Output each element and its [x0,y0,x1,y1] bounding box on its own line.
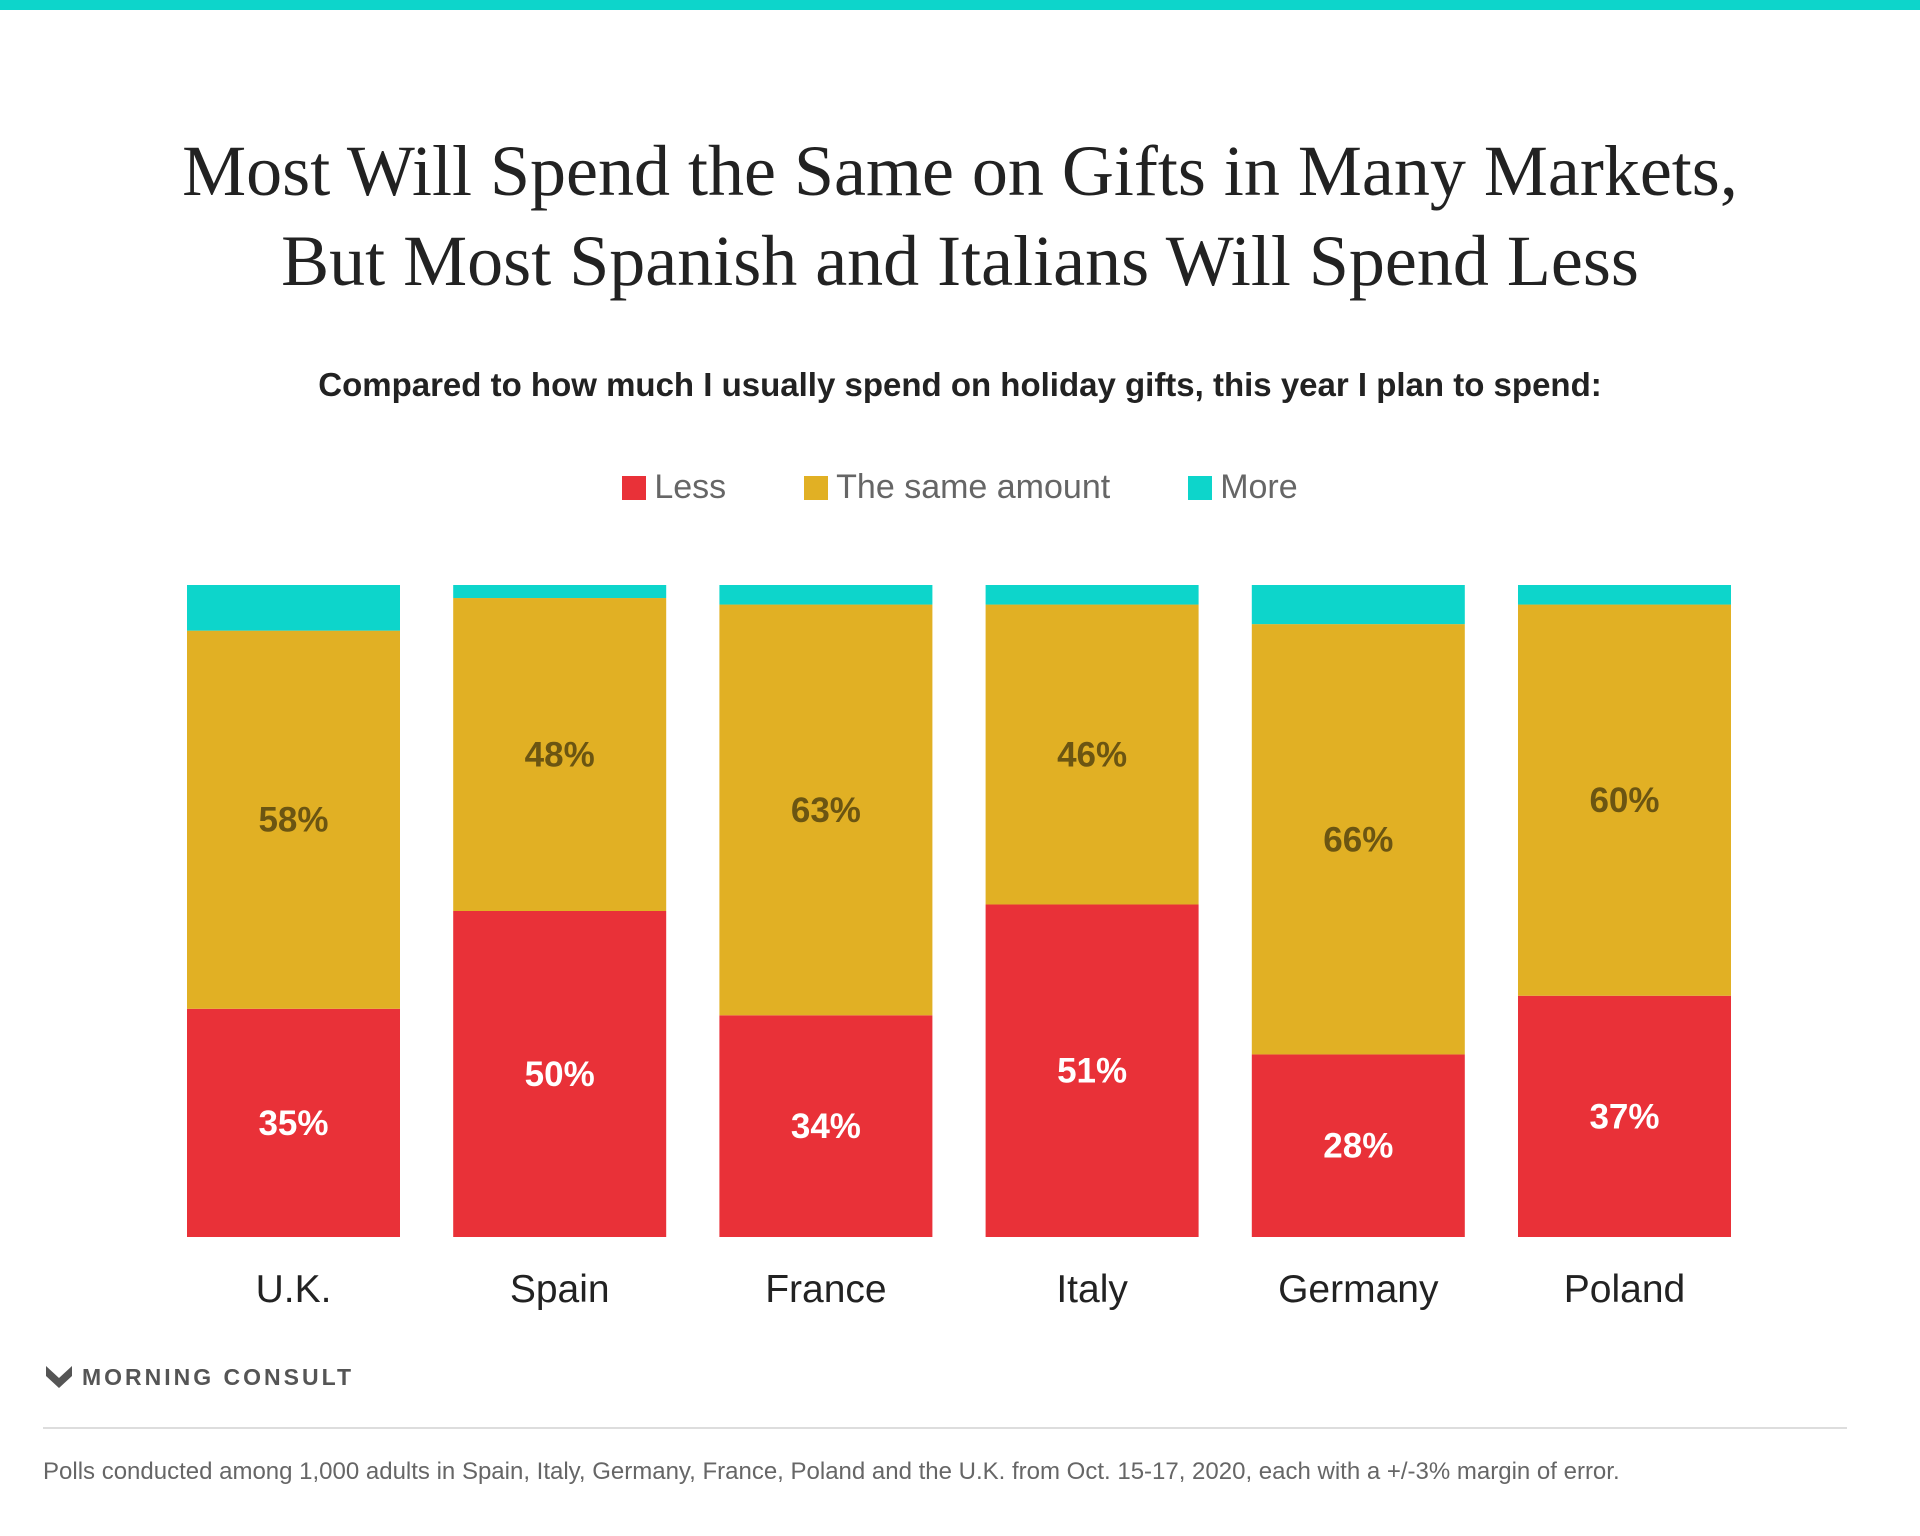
category-label: Germany [1278,1268,1439,1311]
title-line-2: But Most Spanish and Italians Will Spend… [281,221,1639,301]
legend-swatch [1188,475,1213,500]
data-label: 60% [1589,781,1659,820]
chart-subtitle: Compared to how much I usually spend on … [318,366,1602,403]
data-label: 58% [258,801,328,840]
category-label: Spain [510,1268,610,1311]
data-label: 35% [258,1104,328,1143]
bar-segment-the-same-amount [187,630,400,1009]
chart-title: Most Will Spend the Same on Gifts in Man… [0,126,1920,306]
data-label: 37% [1589,1097,1659,1136]
bar-segment-the-same-amount [1518,604,1731,996]
bar-segment-more [187,585,400,631]
bar-segment-the-same-amount [453,598,667,911]
data-label: 48% [525,736,595,775]
data-label: 66% [1323,820,1393,859]
data-label: 28% [1323,1127,1393,1166]
bar-segment-less [985,904,1199,1237]
category-label: U.K. [256,1268,332,1311]
bar-segment-more [1518,585,1731,605]
legend-item-less: Less [622,468,726,507]
brand-logo: MORNING CONSULT [46,1364,354,1391]
data-label: 51% [1057,1052,1127,1091]
bar-segment-less [187,1008,400,1237]
legend-label: The same amount [836,468,1111,506]
footnote: Polls conducted among 1,000 adults in Sp… [43,1458,1620,1485]
title-line-1: Most Will Spend the Same on Gifts in Man… [182,131,1738,211]
bar-segment-less [1518,995,1731,1237]
bar-segment-the-same-amount [985,604,1199,905]
brand-name: MORNING CONSULT [82,1364,355,1390]
bar-segment-the-same-amount [719,604,933,1016]
legend: Less The same amount More [0,468,1920,507]
bar-segment-more [719,585,933,605]
legend-swatch [622,475,647,500]
data-label: 50% [525,1055,595,1094]
legend-item-same: The same amount [804,468,1110,507]
legend-swatch [804,475,829,500]
data-label: 63% [791,791,861,830]
bar-segment-less [453,911,667,1237]
morning-consult-logo-icon [46,1365,72,1388]
category-label: Poland [1564,1268,1685,1311]
bar-segment-less [1251,1054,1465,1237]
bar-segment-less [719,1015,933,1237]
category-label: France [765,1268,886,1311]
data-label: 46% [1057,736,1127,775]
legend-item-more: More [1188,468,1298,507]
bar-segment-more [453,585,667,599]
bar-segment-more [1251,585,1465,625]
legend-label: Less [654,468,727,506]
footer-divider [43,1427,1847,1429]
bar-segment-the-same-amount [1251,624,1465,1055]
top-accent-bar [0,0,1920,10]
category-label: Italy [1056,1268,1128,1311]
bar-segment-more [985,585,1199,605]
data-label: 34% [791,1107,861,1146]
legend-label: More [1220,468,1298,506]
